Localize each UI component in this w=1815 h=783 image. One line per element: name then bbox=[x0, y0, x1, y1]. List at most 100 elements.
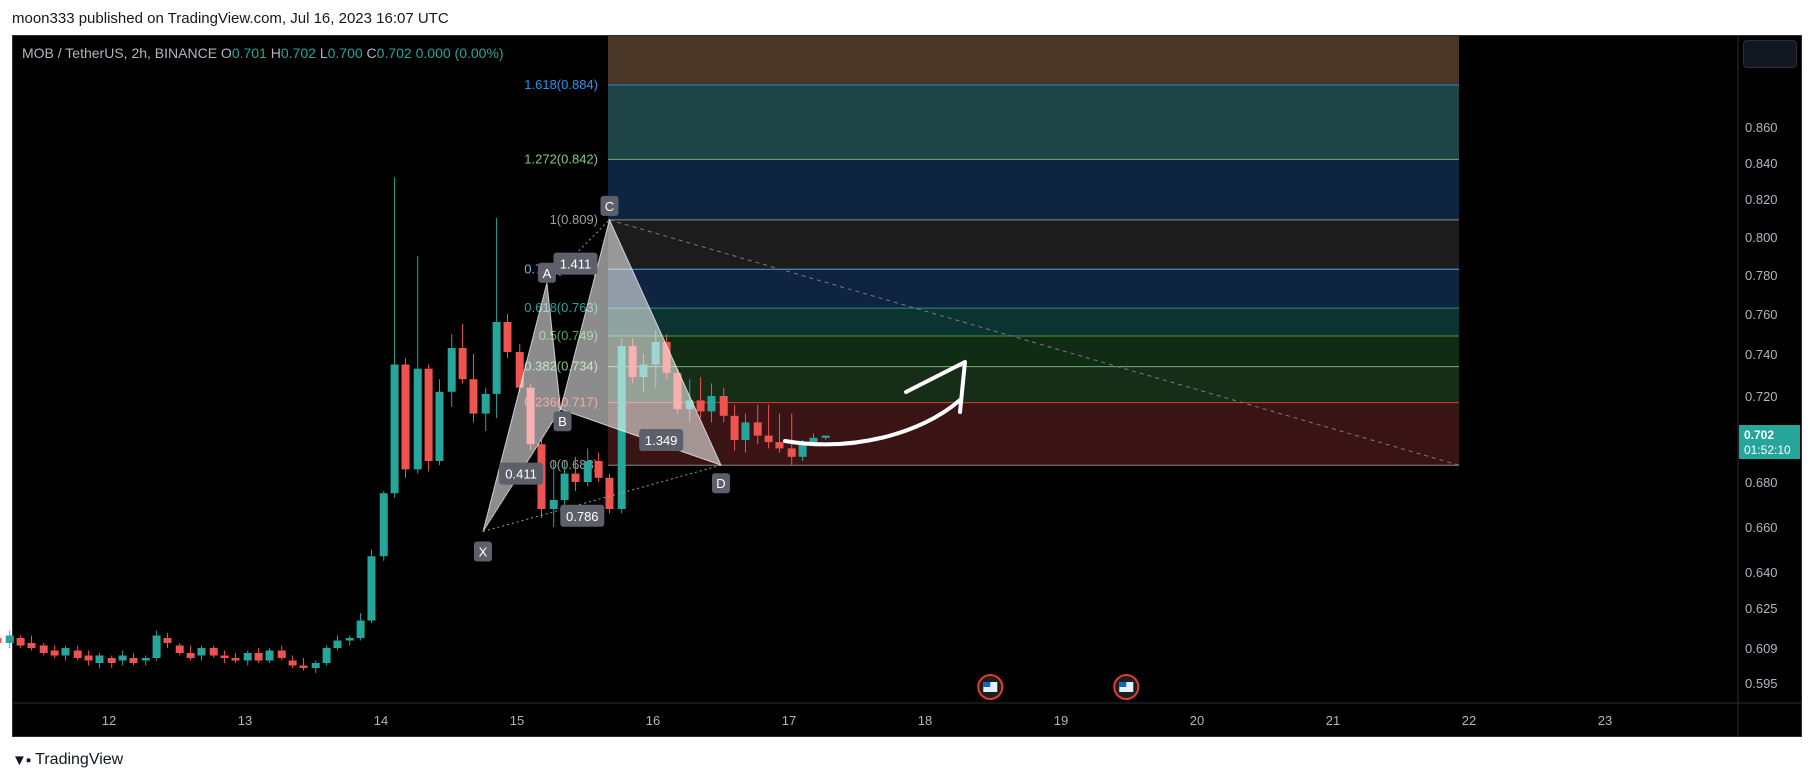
change-value: 0.000 (0.00%) bbox=[415, 45, 504, 61]
candle-body bbox=[707, 396, 716, 412]
price-axis-tick: 0.660 bbox=[1745, 520, 1778, 535]
candle-body bbox=[231, 658, 240, 661]
tradingview-logo-text: TradingView bbox=[35, 751, 124, 768]
candle-body bbox=[447, 348, 456, 392]
fib-zone bbox=[608, 308, 1459, 336]
price-axis-tick: 0.840 bbox=[1745, 156, 1778, 171]
candle-body bbox=[469, 379, 478, 414]
candle-body bbox=[435, 391, 444, 461]
candle-body bbox=[594, 461, 603, 478]
candle-body bbox=[186, 653, 195, 658]
last-price: 0.702 bbox=[1744, 428, 1775, 442]
tradingview-logo[interactable]: ▼▪ TradingView bbox=[12, 751, 123, 769]
fib-level-label: 1(0.809) bbox=[550, 212, 598, 227]
fib-zone bbox=[608, 366, 1459, 403]
candle-body bbox=[311, 663, 320, 668]
price-axis-tick: 0.609 bbox=[1745, 641, 1778, 656]
candle-body bbox=[220, 655, 229, 658]
pattern-point-label: B bbox=[558, 414, 567, 429]
candle-body bbox=[118, 655, 127, 661]
pattern-point-label: D bbox=[716, 476, 725, 491]
fib-zone bbox=[608, 336, 1459, 367]
close-label: C bbox=[366, 45, 377, 61]
candle-body bbox=[107, 658, 116, 663]
candle-body bbox=[515, 352, 524, 388]
candle-body bbox=[401, 364, 410, 470]
candle-body bbox=[492, 322, 501, 394]
time-axis-tick: 19 bbox=[1054, 713, 1068, 728]
time-axis-tick: 15 bbox=[510, 713, 524, 728]
pattern-ratio-label: 0.786 bbox=[566, 509, 599, 524]
price-axis-tick: 0.680 bbox=[1745, 475, 1778, 490]
pattern-triangle-xab bbox=[482, 282, 562, 532]
symbol-legend: MOB / TetherUS, 2h, BINANCE O0.701 H 0.70… bbox=[22, 45, 504, 61]
flag-canton bbox=[983, 682, 991, 687]
price-axis-tick: 0.720 bbox=[1745, 389, 1778, 404]
candle-body bbox=[719, 396, 728, 416]
time-axis-tick: 22 bbox=[1462, 713, 1476, 728]
toolbar-button[interactable] bbox=[1743, 40, 1797, 68]
candle-body bbox=[243, 653, 252, 661]
candle-body bbox=[27, 643, 36, 648]
candle-body bbox=[481, 393, 490, 414]
pattern-point-label: A bbox=[543, 266, 552, 281]
candle-body bbox=[254, 653, 263, 661]
candle-body bbox=[379, 493, 388, 557]
candle-body bbox=[764, 435, 773, 443]
fib-zone bbox=[608, 85, 1459, 160]
candle-body bbox=[0, 638, 2, 643]
pattern-point-label: X bbox=[479, 545, 488, 560]
candle-body bbox=[798, 442, 807, 457]
low-value: 0.700 bbox=[327, 45, 363, 61]
candle-body bbox=[753, 422, 762, 436]
candle-body bbox=[73, 650, 82, 658]
arrow-head-icon bbox=[904, 360, 967, 414]
candle-body bbox=[413, 368, 422, 470]
candle-body bbox=[503, 322, 512, 352]
open-value: 0.701 bbox=[231, 45, 267, 61]
candle-body bbox=[175, 645, 184, 653]
pattern-ratio-label: 1.411 bbox=[560, 257, 592, 272]
candle-body bbox=[345, 638, 354, 641]
candle-body bbox=[571, 473, 580, 482]
fib-zone-top bbox=[608, 36, 1459, 85]
candle-body bbox=[299, 665, 308, 668]
candle-body bbox=[152, 635, 161, 658]
fib-trend-line bbox=[609, 219, 1460, 466]
fib-zone bbox=[608, 269, 1459, 309]
candle-body bbox=[730, 415, 739, 440]
pattern-ratio-badge bbox=[639, 429, 684, 451]
pattern-point-badge bbox=[474, 541, 492, 562]
pattern-point-badge bbox=[537, 262, 556, 283]
candle-body bbox=[265, 650, 274, 661]
candle-body bbox=[5, 635, 14, 643]
candle-body bbox=[61, 648, 70, 656]
pattern-point-badge bbox=[600, 195, 619, 216]
time-axis-tick: 17 bbox=[782, 713, 796, 728]
candle-body bbox=[277, 650, 286, 658]
high-label: H bbox=[270, 45, 281, 61]
time-axis-tick: 21 bbox=[1326, 713, 1340, 728]
tradingview-logo-icon: ▼▪ bbox=[12, 751, 31, 769]
price-axis-tick: 0.780 bbox=[1745, 268, 1778, 283]
candle-body bbox=[696, 400, 705, 412]
candle-body bbox=[367, 556, 376, 621]
time-axis-tick: 13 bbox=[238, 713, 252, 728]
close-value: 0.702 bbox=[376, 45, 412, 61]
flag-canton bbox=[1119, 682, 1127, 687]
pattern-point-label: C bbox=[605, 199, 614, 214]
candle-body bbox=[356, 620, 365, 638]
price-axis-tick: 0.640 bbox=[1745, 565, 1778, 580]
candle-body bbox=[197, 648, 206, 656]
candle-body bbox=[809, 437, 818, 443]
time-axis-tick: 12 bbox=[102, 713, 116, 728]
candle-body bbox=[390, 364, 399, 494]
open-label: O bbox=[220, 45, 232, 61]
symbol-info: MOB / TetherUS, 2h, BINANCE bbox=[22, 45, 218, 61]
fib-zone bbox=[608, 219, 1459, 270]
time-axis-tick: 23 bbox=[1598, 713, 1612, 728]
pattern-ratio-badge bbox=[560, 504, 605, 527]
candle-body bbox=[787, 448, 796, 457]
candle-body bbox=[129, 658, 138, 663]
